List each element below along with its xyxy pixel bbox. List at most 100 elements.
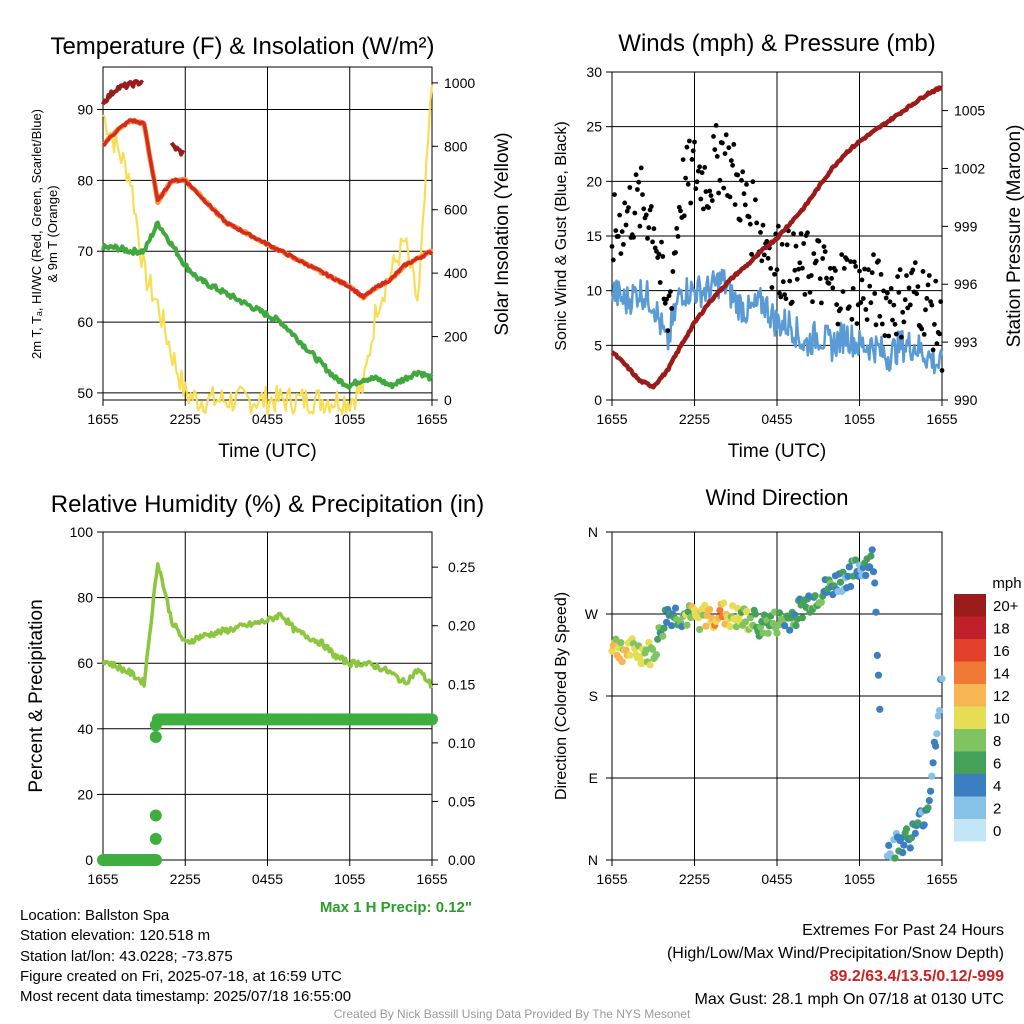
direction-point <box>671 604 680 612</box>
speed-legend-swatch <box>954 729 986 752</box>
gust-point <box>873 322 879 328</box>
precip-point <box>150 854 162 866</box>
direction-point <box>852 556 860 564</box>
gust-point <box>746 214 752 220</box>
gust-point <box>648 204 654 209</box>
speed-legend-label: 20+ <box>993 598 1019 615</box>
gust-point <box>939 368 945 373</box>
direction-point <box>885 841 893 850</box>
gust-point <box>660 254 666 259</box>
gust-point <box>838 306 843 312</box>
gust-point <box>897 267 903 273</box>
gust-point <box>888 286 894 291</box>
temp-xtick-label: 0455 <box>252 411 283 427</box>
gust-point <box>807 289 813 295</box>
gust-point <box>885 290 890 296</box>
gust-point <box>796 266 801 272</box>
wind-ylabel: Sonic Wind & Gust (Blue, Black) <box>553 121 570 350</box>
gust-point <box>665 328 671 333</box>
gust-point <box>657 280 663 285</box>
wind-xlabel: Time (UTC) <box>728 441 827 462</box>
direction-point <box>844 572 852 580</box>
gust-point <box>923 307 928 313</box>
direction-point <box>871 579 879 587</box>
rh-ytick-label: 80 <box>77 590 93 606</box>
gust-point <box>921 332 927 337</box>
gust-point <box>792 267 798 273</box>
direction-point <box>925 797 933 805</box>
gust-point <box>685 181 691 187</box>
direction-point <box>759 629 767 637</box>
gust-point <box>787 278 793 284</box>
gust-point <box>609 244 615 249</box>
gust-point <box>914 291 919 297</box>
gust-point <box>675 234 681 239</box>
gust-point <box>626 205 631 211</box>
temp-ytick-label: 70 <box>77 243 93 259</box>
gust-point <box>833 268 838 273</box>
speed-legend-label: 4 <box>993 778 1001 795</box>
direction-point <box>612 635 620 643</box>
gust-point <box>839 252 845 257</box>
gust-point <box>891 302 897 308</box>
extremes-info: Extremes For Past 24 Hours (High/Low/Max… <box>667 919 1004 1011</box>
direction-point <box>934 712 942 720</box>
gust-point <box>852 259 857 265</box>
temp-xtick-label: 1055 <box>334 411 365 427</box>
gust-point <box>726 145 732 151</box>
gust-point <box>717 177 723 183</box>
temp-ylabel-1: 2m T, Tₐ, HI/WC (Red, Green, Scarlet/Blu… <box>29 109 44 359</box>
gust-point <box>890 317 895 323</box>
temp-xtick-label: 2255 <box>170 411 201 427</box>
gust-point <box>895 274 900 279</box>
gust-point <box>844 257 850 262</box>
info-created: Figure created on Fri, 2025-07-18, at 16… <box>20 967 342 985</box>
gust-point <box>791 231 796 237</box>
direction-point <box>873 651 881 660</box>
gust-point <box>866 267 871 273</box>
direction-point <box>701 601 709 609</box>
temp-title: Temperature (F) & Insolation (W/m²) <box>50 33 434 60</box>
temp-ylabel-2: & 9m T (Orange) <box>45 185 60 282</box>
speed-legend-swatch <box>954 594 986 617</box>
gust-point <box>797 260 803 266</box>
direction-point <box>659 632 667 640</box>
direction-point <box>927 787 935 795</box>
gust-point <box>735 172 741 178</box>
rh-y2tick-label: 0.00 <box>448 852 475 868</box>
gust-point <box>789 299 795 305</box>
wind-xtick-label: 2255 <box>679 411 710 427</box>
dir-ytick-label: N <box>588 852 598 868</box>
rh-ytick-label: 20 <box>77 786 93 802</box>
gust-point <box>929 302 935 308</box>
gust-point <box>867 283 873 289</box>
gust-point <box>899 334 904 340</box>
gust-point <box>720 140 725 146</box>
speed-legend-swatch <box>954 616 986 639</box>
gust-point <box>769 285 775 290</box>
gust-point <box>714 154 720 159</box>
speed-legend-label: 6 <box>993 756 1001 773</box>
gust-point <box>887 299 893 305</box>
gust-point <box>673 250 678 255</box>
gust-point <box>826 281 832 286</box>
wind-xtick-label: 1655 <box>596 411 627 427</box>
gust-point <box>859 277 865 283</box>
gust-point <box>793 243 799 249</box>
rh-xtick-label: 1055 <box>334 871 365 887</box>
temp-xtick-label: 1655 <box>87 411 118 427</box>
wind-xtick-label: 1055 <box>844 411 875 427</box>
gust-point <box>737 217 743 223</box>
dewpoint-line <box>101 220 434 390</box>
gust-point <box>879 321 885 327</box>
dir-xtick-label: 2255 <box>679 871 710 887</box>
wind-y2tick-label: 999 <box>954 218 978 234</box>
gust-point <box>637 223 643 229</box>
gust-point <box>742 202 748 208</box>
gust-point <box>827 265 833 271</box>
direction-point <box>891 854 899 862</box>
direction-point <box>847 582 855 591</box>
direction-point <box>660 624 668 632</box>
precip-point <box>426 713 438 726</box>
direction-point <box>902 825 911 833</box>
